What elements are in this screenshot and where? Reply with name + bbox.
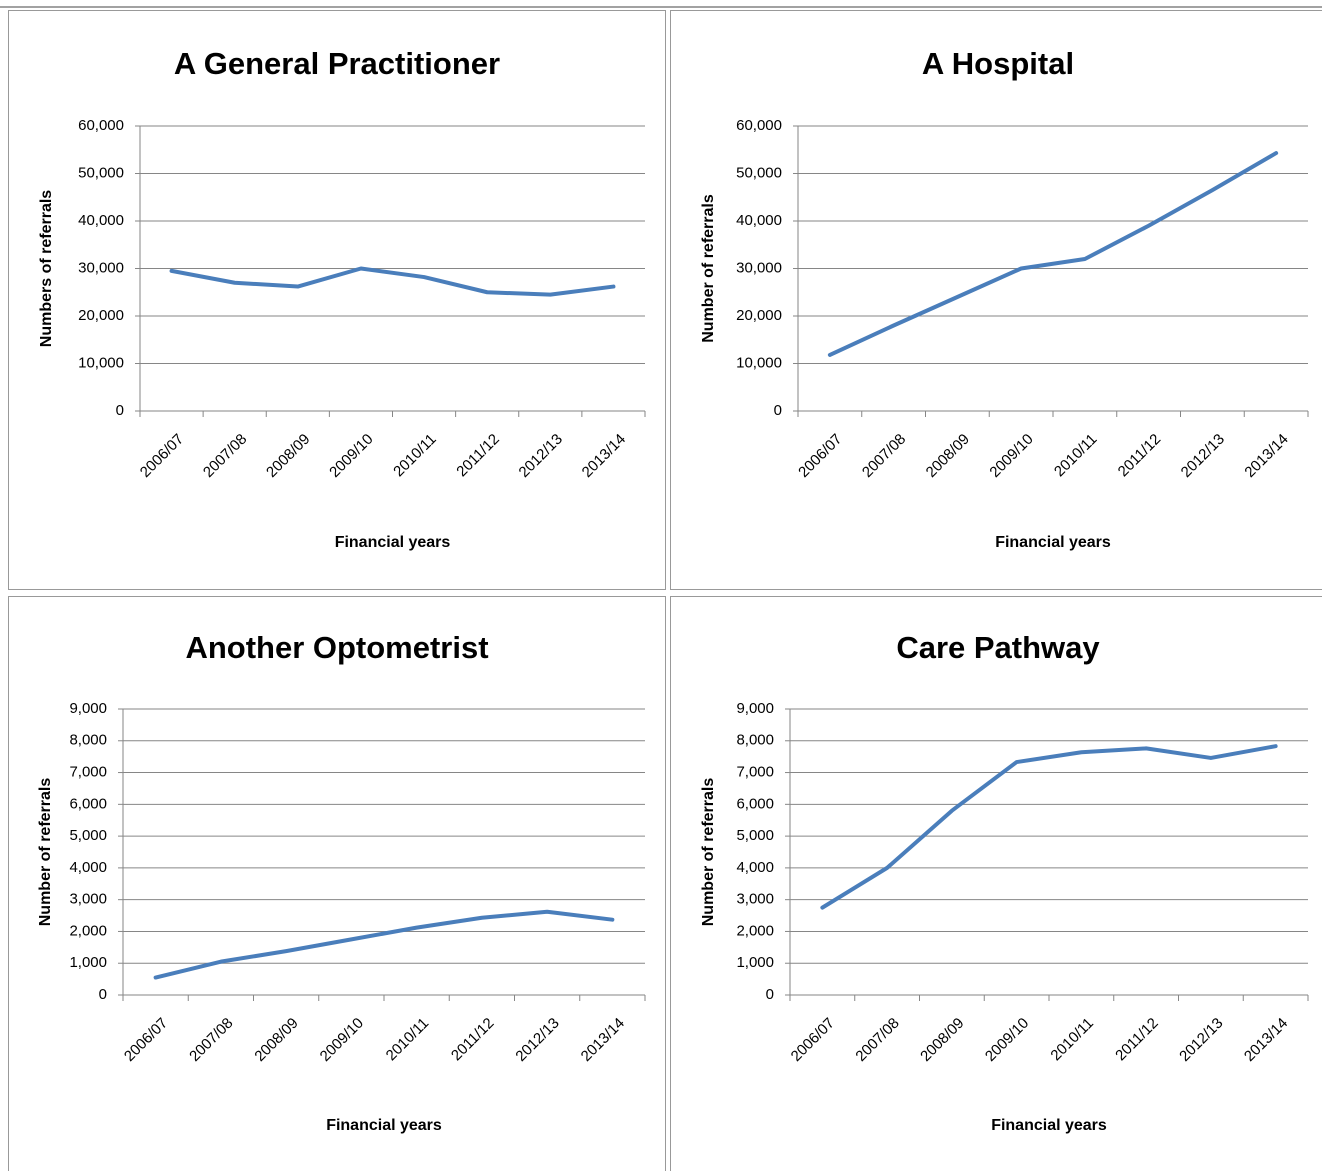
panel-border bbox=[8, 596, 666, 1171]
x-tick-label: 2006/07 bbox=[137, 431, 187, 481]
y-tick-label: 60,000 bbox=[78, 117, 124, 134]
x-tick-label: 2009/10 bbox=[986, 431, 1036, 481]
y-tick-label: 20,000 bbox=[736, 307, 782, 324]
x-axis-label: Financial years bbox=[335, 534, 451, 551]
x-tick-label: 2013/14 bbox=[579, 431, 629, 481]
x-tick-label: 2011/12 bbox=[453, 431, 503, 481]
x-tick-label: 2011/12 bbox=[448, 1015, 498, 1065]
chart-title: A General Practitioner bbox=[174, 46, 500, 81]
y-tick-label: 0 bbox=[116, 402, 124, 419]
y-tick-label: 0 bbox=[766, 986, 774, 1003]
y-tick-label: 50,000 bbox=[736, 164, 782, 181]
y-tick-label: 10,000 bbox=[736, 354, 782, 371]
y-tick-label: 0 bbox=[99, 986, 107, 1003]
x-tick-label: 2008/09 bbox=[251, 1015, 301, 1065]
y-tick-label: 40,000 bbox=[736, 212, 782, 229]
y-tick-label: 8,000 bbox=[736, 732, 774, 749]
x-tick-label: 2009/10 bbox=[317, 1015, 367, 1065]
y-tick-label: 2,000 bbox=[69, 922, 107, 939]
panel-border bbox=[670, 10, 1322, 590]
x-tick-label: 2012/13 bbox=[1176, 1015, 1226, 1065]
y-tick-label: 6,000 bbox=[736, 795, 774, 812]
y-tick-label: 8,000 bbox=[69, 732, 107, 749]
panel-border bbox=[8, 10, 666, 590]
y-tick-label: 9,000 bbox=[69, 700, 107, 717]
x-tick-label: 2008/09 bbox=[923, 431, 973, 481]
x-tick-label: 2006/07 bbox=[121, 1015, 171, 1065]
y-tick-label: 3,000 bbox=[736, 891, 774, 908]
x-tick-label: 2006/07 bbox=[788, 1015, 838, 1065]
y-tick-label: 2,000 bbox=[736, 922, 774, 939]
data-line bbox=[827, 151, 1279, 357]
y-tick-label: 4,000 bbox=[736, 859, 774, 876]
x-tick-label: 2010/11 bbox=[1047, 1015, 1097, 1065]
y-tick-label: 30,000 bbox=[78, 259, 124, 276]
x-tick-label: 2009/10 bbox=[326, 431, 376, 481]
y-axis-label: Number of referrals bbox=[37, 778, 54, 927]
y-axis-label: Number of referrals bbox=[700, 194, 717, 343]
chart-title: A Hospital bbox=[922, 46, 1074, 81]
y-axis-label: Number of referrals bbox=[700, 778, 717, 927]
x-tick-label: 2013/14 bbox=[578, 1015, 628, 1065]
y-tick-label: 7,000 bbox=[69, 764, 107, 781]
data-line bbox=[153, 909, 615, 980]
y-tick-label: 6,000 bbox=[69, 795, 107, 812]
chart-title: Care Pathway bbox=[896, 630, 1100, 665]
x-tick-label: 2008/09 bbox=[263, 431, 313, 481]
y-tick-label: 40,000 bbox=[78, 212, 124, 229]
x-tick-label: 2008/09 bbox=[917, 1015, 967, 1065]
y-tick-label: 5,000 bbox=[69, 827, 107, 844]
x-tick-label: 2007/08 bbox=[852, 1015, 902, 1065]
y-tick-label: 1,000 bbox=[736, 954, 774, 971]
x-tick-label: 2013/14 bbox=[1241, 431, 1291, 481]
y-tick-label: 30,000 bbox=[736, 259, 782, 276]
x-tick-label: 2010/11 bbox=[383, 1015, 433, 1065]
x-tick-label: 2006/07 bbox=[795, 431, 845, 481]
data-line bbox=[820, 744, 1278, 910]
x-tick-label: 2007/08 bbox=[186, 1015, 236, 1065]
chart-title: Another Optometrist bbox=[185, 630, 488, 665]
x-axis-label: Financial years bbox=[326, 1117, 442, 1134]
x-tick-label: 2007/08 bbox=[859, 431, 909, 481]
x-tick-label: 2012/13 bbox=[516, 431, 566, 481]
x-tick-label: 2013/14 bbox=[1241, 1015, 1291, 1065]
x-tick-label: 2011/12 bbox=[1112, 1015, 1162, 1065]
x-tick-label: 2010/11 bbox=[1051, 431, 1101, 481]
y-tick-label: 10,000 bbox=[78, 354, 124, 371]
x-axis-label: Financial years bbox=[991, 1117, 1107, 1134]
y-tick-label: 50,000 bbox=[78, 164, 124, 181]
x-tick-label: 2010/11 bbox=[390, 431, 440, 481]
y-tick-label: 3,000 bbox=[69, 891, 107, 908]
y-tick-label: 60,000 bbox=[736, 117, 782, 134]
y-tick-label: 5,000 bbox=[736, 827, 774, 844]
x-tick-label: 2009/10 bbox=[982, 1015, 1032, 1065]
x-tick-label: 2011/12 bbox=[1115, 431, 1165, 481]
panel-border bbox=[670, 596, 1322, 1171]
y-tick-label: 9,000 bbox=[736, 700, 774, 717]
x-axis-label: Financial years bbox=[995, 534, 1111, 551]
x-tick-label: 2012/13 bbox=[512, 1015, 562, 1065]
y-tick-label: 20,000 bbox=[78, 307, 124, 324]
y-axis-label: Numbers of referrals bbox=[38, 190, 55, 347]
y-tick-label: 4,000 bbox=[69, 859, 107, 876]
data-line bbox=[169, 266, 616, 297]
x-tick-label: 2007/08 bbox=[200, 431, 250, 481]
y-tick-label: 1,000 bbox=[69, 954, 107, 971]
x-tick-label: 2012/13 bbox=[1178, 431, 1228, 481]
y-tick-label: 7,000 bbox=[736, 764, 774, 781]
y-tick-label: 0 bbox=[774, 402, 782, 419]
